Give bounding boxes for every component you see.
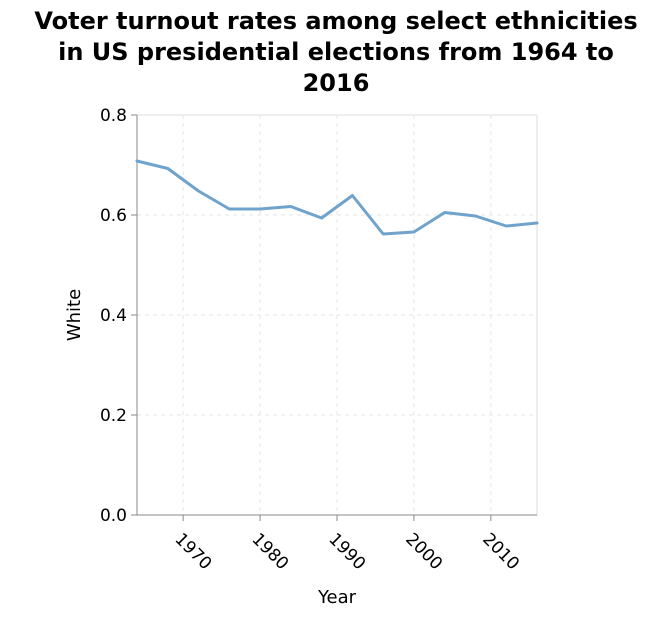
x-tick-label: 2000 bbox=[401, 529, 446, 574]
y-tick-label: 0.8 bbox=[100, 106, 127, 126]
y-tick-label: 0.2 bbox=[100, 406, 127, 426]
chart-title-line-3: 2016 bbox=[302, 69, 370, 97]
chart-title-line-1: Voter turnout rates among select ethnici… bbox=[34, 7, 638, 35]
chart-title-line-2: in US presidential elections from 1964 t… bbox=[58, 38, 614, 66]
y-axis-title: White bbox=[64, 289, 85, 341]
x-tick-label: 1970 bbox=[171, 529, 216, 574]
series-line bbox=[135, 159, 539, 236]
grid bbox=[137, 114, 537, 515]
y-tick-label: 0.6 bbox=[100, 206, 127, 226]
x-tick-label: 2010 bbox=[478, 529, 523, 574]
tick-labels: 0.0 0.2 0.4 0.6 0.8 1970 1980 1990 2000 2010 bbox=[100, 106, 523, 574]
x-tick-label: 1990 bbox=[324, 529, 369, 574]
axes bbox=[131, 114, 538, 521]
x-axis-title: Year bbox=[317, 587, 357, 608]
y-tick-label: 0.4 bbox=[100, 306, 127, 326]
x-tick-label: 1980 bbox=[248, 529, 293, 574]
y-tick-label: 0.0 bbox=[100, 506, 127, 526]
series bbox=[135, 159, 539, 236]
chart-title: Voter turnout rates among select ethnici… bbox=[0, 6, 672, 99]
